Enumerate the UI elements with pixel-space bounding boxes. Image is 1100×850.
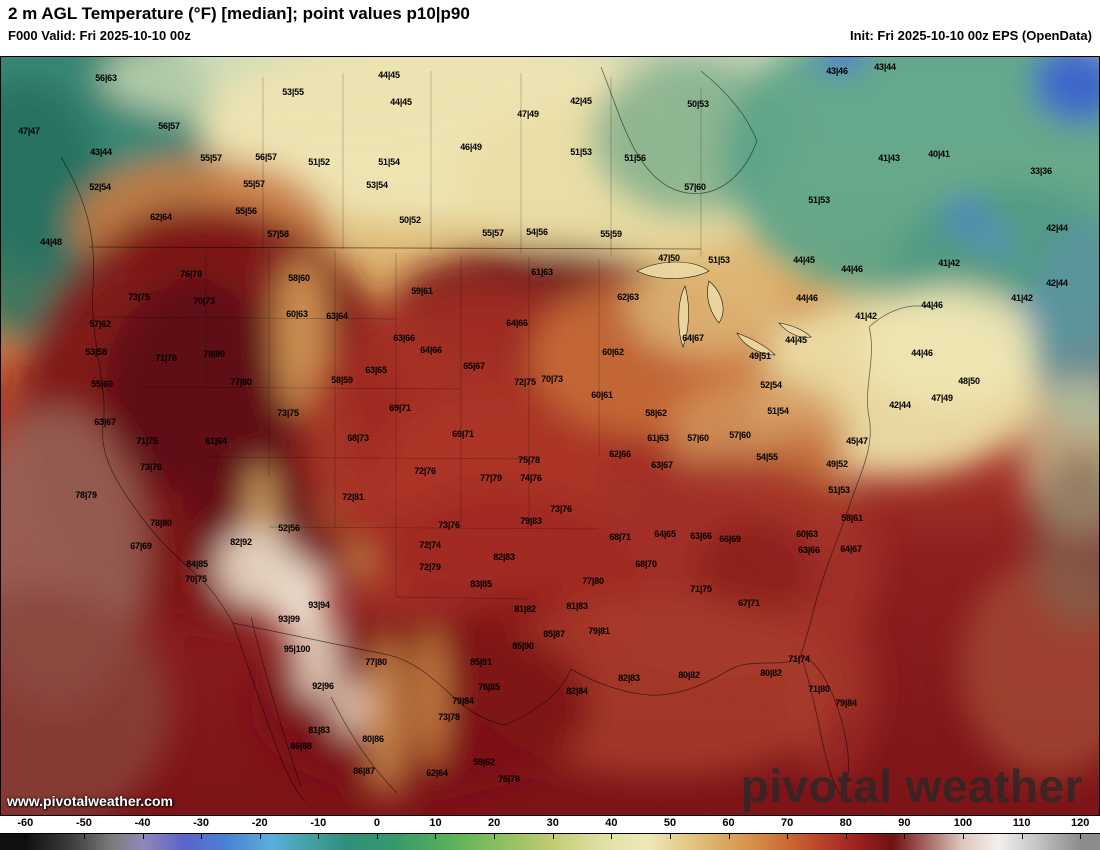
init-time-label: Init: Fri 2025-10-10 00z EPS (OpenData) <box>849 28 1092 43</box>
colorbar-tick-mark <box>962 834 964 839</box>
colorbar-tick-label: 60 <box>722 817 735 829</box>
temperature-blobs <box>1 57 1099 815</box>
temperature-colorbar: -60 -50 -40 -30 -20 -10 0 10 20 30 40 50 60 70 80 90 100… <box>0 816 1100 850</box>
colorbar-tick-label: 20 <box>487 817 501 829</box>
pivotal-weather-logo: pivotal weather <box>740 760 1083 812</box>
colorbar-gradient-band <box>0 833 1100 850</box>
colorbar-tick-label: 30 <box>546 817 559 829</box>
temperature-field-map <box>1 57 1099 815</box>
colorbar-tick-label: -40 <box>134 817 151 829</box>
colorbar-tick-label: 80 <box>839 817 852 829</box>
colorbar-tick-mark <box>318 834 320 839</box>
colorbar-tick-label: 110 <box>1012 817 1031 829</box>
colorbar-tick-mark <box>142 834 144 839</box>
colorbar-tick-mark <box>259 834 261 839</box>
valid-time-label: F000 Valid: Fri 2025-10-10 00z <box>8 28 191 43</box>
colorbar-tick-mark <box>376 834 378 839</box>
geographic-borders <box>60 66 936 802</box>
colorbar-tick-mark <box>201 834 203 839</box>
colorbar-tick-mark <box>787 834 789 839</box>
colorbar-tick-mark <box>552 834 554 839</box>
header-meta-row: F000 Valid: Fri 2025-10-10 00z Init: Fri… <box>8 28 1092 43</box>
page-title: 2 m AGL Temperature (°F) [median]; point… <box>8 4 470 23</box>
colorbar-tick-mark <box>435 834 437 839</box>
colorbar-tick-mark <box>728 834 730 839</box>
great-lakes <box>636 261 812 356</box>
colorbar-tick-label: 120 <box>1071 817 1090 829</box>
map-header: 2 m AGL Temperature (°F) [median]; point… <box>0 0 1100 56</box>
colorbar-tick-mark <box>904 834 906 839</box>
colorbar-tick-mark <box>670 834 671 839</box>
colorbar-labels: -60 -50 -40 -30 -20 -10 0 10 20 30 40 50 60 70 80 90 100… <box>0 816 1100 832</box>
map-area: 56|63 53|55 44|45 44|45 42|45 50|53 47|49 43|46… <box>0 56 1100 816</box>
colorbar-tick-label: -10 <box>310 817 327 829</box>
colorbar-tick-label: -20 <box>251 817 268 829</box>
colorbar-tick-label: 90 <box>898 817 911 829</box>
colorbar-tick-label: 40 <box>605 817 618 829</box>
colorbar-tick-label: 50 <box>663 817 677 829</box>
colorbar-tick-mark <box>1080 834 1082 839</box>
colorbar-tick-label: 10 <box>429 817 442 829</box>
state-borders <box>92 71 702 600</box>
colorbar-tick-mark <box>1021 834 1023 839</box>
website-watermark: www.pivotalweather.com <box>7 793 173 809</box>
colorbar-tick-label: 0 <box>373 817 381 829</box>
colorbar-tick-mark <box>611 834 613 839</box>
colorbar-tick-label: 70 <box>781 817 794 829</box>
colorbar-tick-label: -30 <box>193 817 210 829</box>
colorbar-tick-label: -60 <box>17 817 34 829</box>
colorbar-tick-label: -50 <box>75 817 92 829</box>
colorbar-tick-mark <box>494 834 496 839</box>
colorbar-tick-mark <box>25 834 27 839</box>
colorbar-tick-mark <box>845 834 847 839</box>
colorbar-tick-mark <box>83 834 85 839</box>
colorbar-tick-label: 100 <box>953 817 973 829</box>
